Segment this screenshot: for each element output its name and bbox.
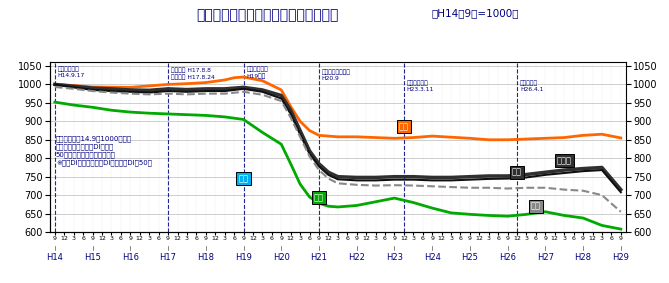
Text: 財政解散 H17.8.8
ＴＸ開通 H17.8.24: 財政解散 H17.8.8 ＴＸ開通 H17.8.24 (171, 67, 215, 80)
Text: 日朝首脳会談
H14.9.17: 日朝首脳会談 H14.9.17 (58, 67, 85, 78)
Text: リーマンショック
H20.9: リーマンショック H20.9 (322, 70, 351, 81)
Text: H27: H27 (537, 253, 554, 262)
Text: 景北: 景北 (314, 193, 324, 202)
Text: 地域別景気ウォッチャー調査累積ＤＩ: 地域別景気ウォッチャー調査累積ＤＩ (197, 8, 339, 22)
Text: 景全休: 景全休 (557, 156, 572, 165)
Text: H28: H28 (575, 253, 591, 262)
Text: 景西: 景西 (531, 202, 541, 211)
Text: H24: H24 (423, 253, 441, 262)
Text: H21: H21 (310, 253, 327, 262)
Text: 景中: 景中 (512, 168, 522, 177)
Text: 世界金融危機
H19年夏: 世界金融危機 H19年夏 (246, 67, 268, 79)
Text: H19: H19 (235, 253, 252, 262)
Text: H17: H17 (160, 253, 177, 262)
Text: 東日本大震災
H23.3.11: 東日本大震災 H23.3.11 (407, 81, 434, 92)
Text: 景南: 景南 (399, 122, 409, 131)
Text: H14: H14 (46, 253, 64, 262)
Text: 累積ＤＩ：Ｈ14.9を1000として
起点し、各調査月のDIの値の
50との差を加減算したもの。
※累積DI＝前月の累積DI＋（当期DI－50）: 累積ＤＩ：Ｈ14.9を1000として 起点し、各調査月のDIの値の 50との差を… (56, 135, 152, 166)
Text: H18: H18 (197, 253, 214, 262)
Text: （H14年9月=1000）: （H14年9月=1000） (432, 8, 518, 18)
Text: H25: H25 (462, 253, 478, 262)
Text: H29: H29 (612, 253, 630, 262)
Text: H22: H22 (349, 253, 365, 262)
Text: 消費税増税
H26.4.1: 消費税増税 H26.4.1 (520, 81, 543, 92)
Text: H16: H16 (122, 253, 139, 262)
Text: H20: H20 (273, 253, 290, 262)
Text: H26: H26 (499, 253, 516, 262)
Text: 庶行: 庶行 (239, 174, 248, 183)
Text: H23: H23 (386, 253, 403, 262)
Text: H15: H15 (84, 253, 101, 262)
